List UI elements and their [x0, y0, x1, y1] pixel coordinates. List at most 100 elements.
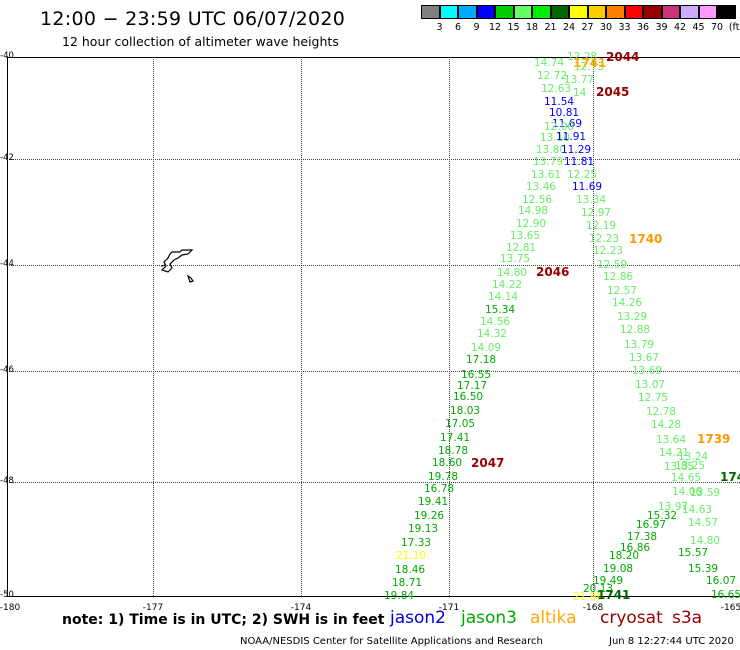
pass-time-label: 174: [720, 470, 740, 484]
map-frame-left: [7, 57, 8, 596]
pass-time-label: 1740: [629, 232, 663, 246]
grid-line-vertical: [153, 57, 154, 596]
map-frame-top: [7, 57, 740, 58]
grid-line-horizontal: [7, 371, 740, 372]
wave-height-value: 14.21: [659, 447, 690, 459]
wave-height-value: 13.24: [678, 451, 709, 463]
wave-height-value: 14.98: [518, 205, 549, 217]
wave-height-value: 19.26: [414, 510, 445, 522]
longitude-label: -171: [438, 603, 460, 613]
wave-height-value: 12.25: [567, 169, 598, 181]
wave-height-value: 16.65: [711, 589, 740, 601]
colorbar-swatch: [458, 5, 477, 19]
wave-height-value: 12.90: [516, 218, 547, 230]
wave-height-value: 14.14: [488, 291, 519, 303]
latitude-label: -44: [0, 259, 14, 269]
wave-height-value: 16.97: [636, 519, 667, 531]
colorbar-swatch: [698, 5, 717, 19]
grid-line-horizontal: [7, 265, 740, 266]
colorbar-tick-label: 24: [562, 22, 576, 33]
wave-height-value: 13.64: [656, 434, 687, 446]
wave-height-value: 17.18: [466, 354, 497, 366]
wave-height-value: 21.98: [573, 591, 604, 603]
longitude-label: -168: [582, 603, 604, 613]
wave-height-value: 12.88: [620, 324, 651, 336]
island-outline: [160, 249, 194, 283]
wave-height-value: 13.10: [540, 132, 571, 144]
colorbar-tick-label: 45: [692, 22, 705, 33]
wave-height-value: 11.54: [544, 96, 575, 108]
wave-height-value: 17.17: [457, 380, 488, 392]
wave-height-value: 16.55: [461, 369, 492, 381]
pass-time-label: 2045: [596, 85, 630, 99]
page-subtitle: 12 hour collection of altimeter wave hei…: [62, 34, 339, 49]
wave-height-value: 14.57: [688, 517, 719, 529]
colorbar-swatch: [569, 5, 588, 19]
colorbar-swatch: [661, 5, 680, 19]
wave-height-value: 18.60: [432, 457, 463, 469]
wave-height-value: 14.65: [671, 472, 702, 484]
wave-height-value: 19.41: [418, 496, 449, 508]
wave-height-value: 13.34: [576, 194, 607, 206]
wave-height-value: 16.50: [453, 391, 484, 403]
wave-height-value: 13.77: [564, 74, 595, 86]
longitude-label: -165: [720, 603, 740, 613]
wave-height-value: 14.74: [534, 57, 565, 69]
wave-height-value: 12.19: [586, 220, 617, 232]
wave-height-value: 14.80: [497, 267, 528, 279]
latitude-label: -46: [0, 365, 14, 375]
colorbar-swatch: [643, 5, 662, 19]
colorbar-swatch: [550, 5, 569, 19]
colorbar-tick-label: 6: [454, 22, 462, 33]
colorbar-tick-label: 15: [507, 22, 520, 33]
wave-height-value: 14.56: [480, 316, 511, 328]
pass-time-label: 2044: [606, 50, 640, 64]
wave-height-value: 13.65: [510, 230, 541, 242]
wave-height-value: 15.32: [647, 510, 678, 522]
wave-height-value: 18.71: [392, 577, 423, 589]
colorbar-swatch: [495, 5, 514, 19]
wave-height-value: 16.86: [620, 542, 651, 554]
wave-height-value: 13.46: [526, 181, 557, 193]
wave-height-value: 12.78: [646, 406, 677, 418]
wave-height-value: 14.26: [612, 297, 643, 309]
wave-height-value: 12.75: [638, 392, 669, 404]
wave-height-value: 12.57: [607, 285, 638, 297]
wave-height-value: 12.28: [567, 51, 598, 63]
wave-height-value: 21.10: [396, 550, 427, 562]
wave-height-value: 12.72: [537, 70, 568, 82]
wave-height-value: 16.07: [706, 575, 737, 587]
wave-height-value: 14.06: [672, 486, 703, 498]
longitude-label: -180: [0, 603, 21, 613]
satellite-legend-s3a: s3a: [672, 608, 703, 628]
colorbar-unit-label: (ft): [728, 22, 740, 33]
wave-height-value: 12.63: [541, 83, 572, 95]
wave-height-value: 14.09: [471, 342, 502, 354]
wave-height-value: 13.97: [658, 501, 689, 513]
colorbar-swatch: [476, 5, 495, 19]
wave-height-value: 17.33: [401, 537, 432, 549]
satellite-legend-jason3: jason3: [461, 608, 517, 628]
wave-height-value: 19.84: [384, 590, 415, 602]
wave-height-value: 13.67: [629, 352, 660, 364]
wave-height-value: 18.46: [395, 564, 426, 576]
colorbar-tick-label: 33: [618, 22, 631, 33]
units-note-text: note: 1) Time is in UTC; 2) SWH is in fe…: [62, 612, 385, 628]
wave-height-value: 12.23: [589, 233, 620, 245]
grid-line-vertical: [593, 57, 594, 596]
latitude-label: -40: [0, 51, 14, 61]
wave-height-value: 12.86: [603, 271, 634, 283]
wave-height-value: 19.78: [428, 471, 459, 483]
wave-height-value: 13.07: [635, 379, 666, 391]
wave-height-value: 17.41: [440, 432, 471, 444]
colorbar-swatch: [513, 5, 532, 19]
pass-time-label: 2046: [536, 265, 570, 279]
colorbar-swatch: [606, 5, 625, 19]
wave-height-value: 14.32: [477, 328, 508, 340]
wave-height-value: 12.23: [593, 245, 624, 257]
wave-height-value: 11.69: [572, 181, 603, 193]
grid-line-horizontal: [7, 159, 740, 160]
colorbar-swatch: [587, 5, 606, 19]
wave-height-value: 10.81: [549, 107, 580, 119]
